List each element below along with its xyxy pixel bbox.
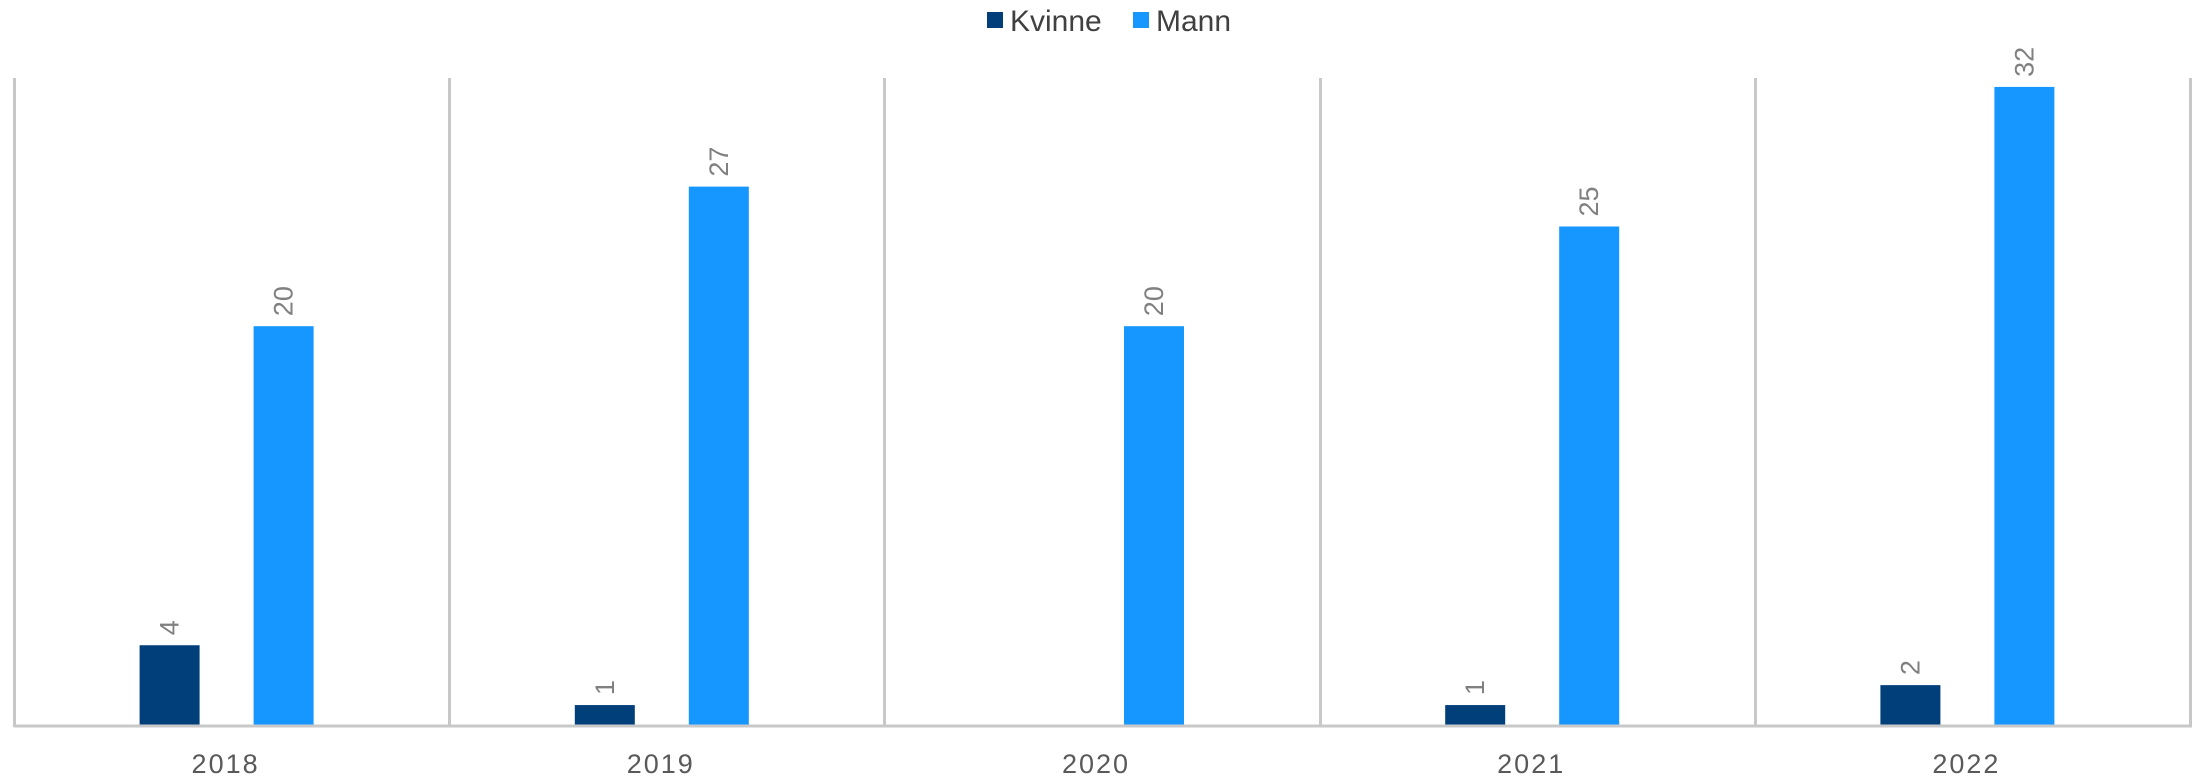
legend-swatch-mann	[1133, 12, 1149, 28]
legend: Kvinne Mann	[987, 5, 1231, 38]
bar-kvinne-2021	[1445, 705, 1506, 725]
legend-item-kvinne: Kvinne	[987, 5, 1102, 38]
bar-mann-2018	[253, 326, 314, 725]
bar-kvinne-2019	[574, 705, 635, 725]
bars	[139, 86, 2055, 725]
legend-label-kvinne: Kvinne	[1010, 5, 1102, 38]
category-separators	[13, 78, 2192, 727]
x-tick-label-2018: 2018	[192, 749, 260, 776]
data-label-kvinne-2019: 1	[590, 680, 620, 695]
x-tick-label-2021: 2021	[1497, 749, 1565, 776]
data-label-kvinne-2022: 2	[1895, 660, 1925, 675]
legend-item-mann: Mann	[1133, 5, 1231, 38]
x-tick-label-2022: 2022	[1932, 749, 2000, 776]
data-label-mann-2019: 27	[704, 147, 734, 177]
data-labels: 4 20 1 27 20 1 25 2 32	[155, 47, 2040, 695]
data-label-mann-2018: 20	[269, 286, 299, 316]
x-tick-label-2020: 2020	[1062, 749, 1130, 776]
bar-kvinne-2018	[139, 645, 200, 725]
x-tick-label-2019: 2019	[627, 749, 695, 776]
bar-mann-2020	[1124, 326, 1184, 725]
x-axis: 2018 2019 2020 2021 2022	[14, 724, 2192, 779]
bar-mann-2021	[1559, 226, 1620, 725]
bar-mann-2019	[688, 186, 749, 725]
data-label-kvinne-2018: 4	[155, 620, 185, 635]
bar-mann-2022	[1994, 86, 2055, 725]
legend-swatch-kvinne	[987, 12, 1003, 28]
data-label-mann-2021: 25	[1574, 186, 1604, 216]
data-label-kvinne-2021: 1	[1460, 680, 1490, 695]
bar-kvinne-2022	[1880, 685, 1941, 725]
data-label-mann-2022: 32	[2009, 47, 2039, 77]
legend-label-mann: Mann	[1156, 5, 1231, 38]
data-label-mann-2020: 20	[1139, 286, 1169, 316]
